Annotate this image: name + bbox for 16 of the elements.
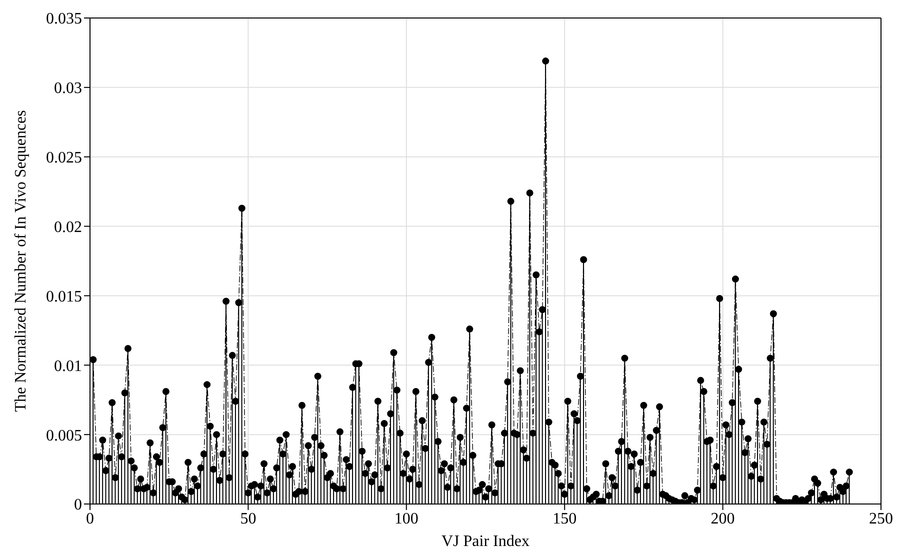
x-tick-label: 50	[240, 510, 256, 528]
y-tick-label: 0.035	[46, 10, 82, 28]
x-tick-label: 250	[869, 510, 893, 528]
x-tick-label: 0	[86, 510, 94, 528]
y-tick-label: 0.02	[54, 218, 82, 236]
y-axis-title: The Normalized Number of In Vivo Sequences	[12, 110, 30, 412]
x-tick-label: 150	[552, 510, 577, 528]
y-tick-label: 0	[74, 496, 82, 514]
y-tick-label: 0.005	[46, 427, 82, 444]
y-tick-label: 0.03	[54, 80, 82, 98]
x-tick-label: 100	[394, 510, 418, 528]
x-axis-title: VJ Pair Index	[442, 533, 530, 550]
x-tick-label: 200	[710, 510, 735, 528]
y-tick-label: 0.025	[46, 150, 82, 167]
y-tick-label: 0.015	[46, 288, 82, 306]
y-tick-label: 0.01	[54, 358, 82, 375]
